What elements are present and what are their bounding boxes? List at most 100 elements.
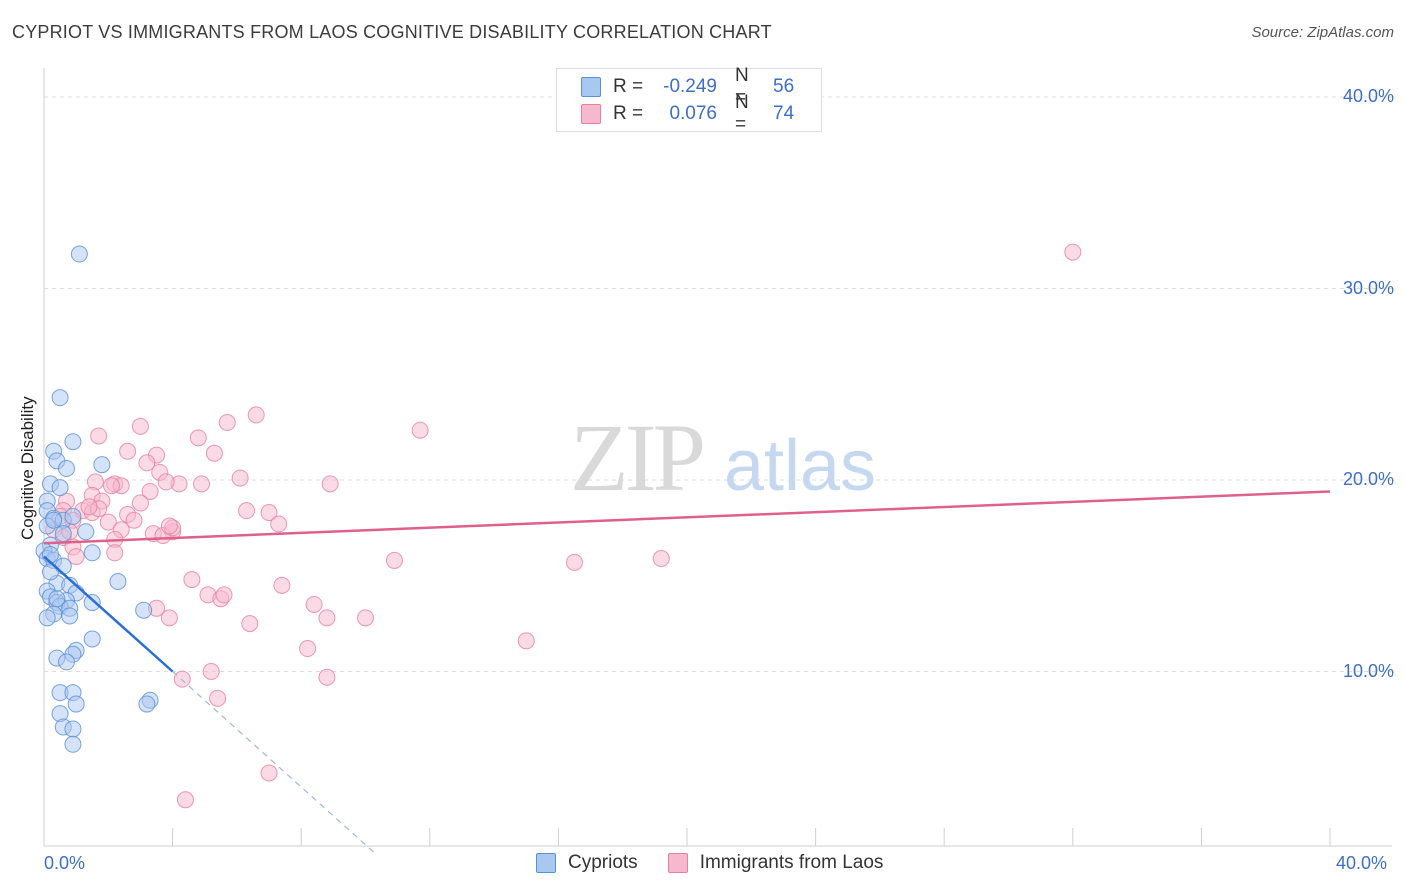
data-point [231,469,249,487]
series-immigrants-from-laos [45,243,1082,809]
data-point [77,523,95,541]
data-point [357,609,374,627]
data-point [64,433,82,451]
legend-n-label: N = [735,65,749,108]
trend-line-cypriots [43,555,174,673]
data-point [64,507,82,525]
y-axis-label: Cognitive Disability [18,396,37,540]
x-tick-label-max: 40.0% [1336,853,1388,873]
legend-item-cypriots: Cypriots [536,852,638,874]
data-point [58,653,76,671]
legend-label-cypriots: Cypriots [568,852,638,873]
data-point [305,595,323,613]
series-cypriots [35,245,159,753]
data-point [215,586,233,604]
legend-n-value: 74 [773,103,795,124]
legend-n-label: N = [735,92,749,135]
legend-swatch-pink [581,104,601,124]
data-point [67,548,85,566]
data-point [106,544,124,562]
data-point [318,609,336,627]
y-tick-label: 10.0% [1342,660,1394,681]
data-point [125,511,143,529]
legend-r-value: 0.076 [669,103,717,124]
legend-r-label: R = [613,103,644,124]
data-point [270,515,288,533]
data-point [54,525,72,543]
data-point [64,720,82,738]
x-tick-label-min: 0.0% [44,853,86,873]
data-point [61,607,79,625]
legend-row-cypriots: R = -0.249 N = 56 [581,65,794,108]
correlation-legend: R = -0.249 N = 56 R = 0.076 N = 74 [556,65,822,135]
data-point [80,498,98,516]
trend-lines [43,490,1331,854]
data-point [48,590,66,608]
legend-swatch-blue [581,77,601,97]
watermark-atlas: atlas [724,426,876,506]
data-point [141,482,159,500]
data-point [131,494,149,512]
data-point [131,417,149,435]
data-point [565,553,583,571]
data-point [51,479,69,497]
axes [43,68,1392,847]
data-point [41,546,59,564]
data-point [176,791,194,809]
data-point [209,689,227,707]
data-point [260,504,278,522]
legend-swatch-pink [667,853,688,873]
data-point [273,576,291,594]
data-point [103,477,121,495]
legend-swatch-blue [536,853,556,873]
data-point [173,670,191,688]
series-legend: Cypriots Immigrants from Laos [536,852,913,874]
data-point [83,544,101,562]
data-point [193,475,211,493]
data-point [241,615,259,633]
watermark: ZIP atlas [570,404,876,511]
data-point [109,572,127,590]
data-point [64,735,82,753]
legend-label-laos: Immigrants from Laos [699,852,884,873]
data-point [138,454,156,472]
data-point [517,632,535,650]
data-point [138,695,156,713]
data-point [45,511,63,529]
chart-title: CYPRIOT VS IMMIGRANTS FROM LAOS COGNITIV… [12,22,772,42]
data-point [189,429,207,447]
trend-line-cypriots-extension [172,671,376,854]
legend-r-value: -0.249 [663,76,717,97]
data-point [157,473,175,491]
data-point [1064,243,1082,261]
data-point [83,594,101,612]
data-point [652,550,670,568]
data-point [260,764,278,782]
data-point [247,406,265,424]
legend-r-label: R = [613,76,644,97]
data-point [238,502,256,520]
legend-row-laos: R = 0.076 N = 74 [581,92,795,135]
data-point [135,601,153,619]
data-point [51,389,69,407]
y-tick-label: 30.0% [1342,277,1394,298]
legend-item-laos: Immigrants from Laos [667,852,884,874]
data-point [119,442,137,460]
data-point [411,421,429,439]
trend-line-laos [43,490,1331,545]
data-point [318,668,336,686]
y-tick-label: 20.0% [1342,469,1394,489]
data-point [70,245,88,263]
data-point [385,551,403,569]
data-point [202,663,220,680]
source-label: Source: ZipAtlas.com [1251,24,1394,41]
data-point [160,517,178,535]
y-tick-label: 40.0% [1342,86,1394,106]
data-point [58,460,76,478]
watermark-zip: ZIP [570,404,703,511]
data-point [90,427,108,445]
grid-lines [44,96,1392,672]
data-point [218,414,236,432]
data-point [99,513,117,531]
